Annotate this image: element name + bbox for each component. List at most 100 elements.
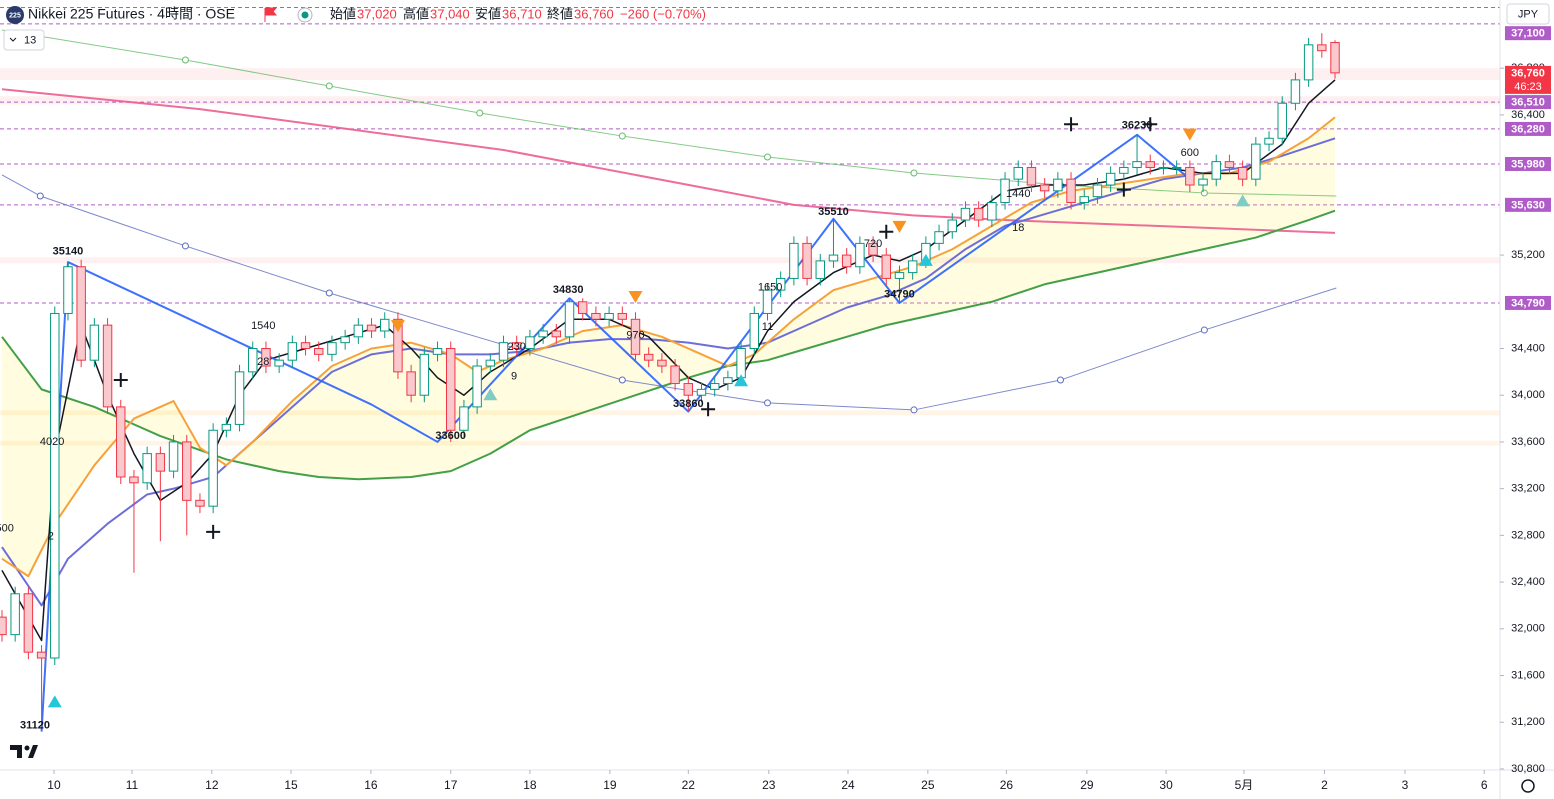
badge-box[interactable] [3, 29, 45, 51]
pivot-label: 31120 [20, 720, 50, 732]
candle-body [498, 342, 509, 361]
settings-icon[interactable] [1521, 779, 1535, 793]
candle-body [934, 231, 944, 244]
price-tag [1505, 295, 1551, 310]
cross-marker [1143, 117, 1158, 132]
symbol-logo [6, 6, 24, 24]
pivot-label: 500 [0, 522, 14, 534]
candle-body [617, 312, 628, 320]
candle-body [432, 348, 443, 355]
price-tag-label: 36,280 [1511, 123, 1545, 135]
badge-count[interactable]: 13 [24, 34, 36, 46]
candle-body [116, 406, 126, 478]
indicator-point [325, 289, 333, 297]
candle-body [0, 616, 7, 636]
symbol-title[interactable]: Nikkei 225 Futures · 4時間 · OSE [28, 6, 235, 22]
price-tag-label: 35,980 [1511, 158, 1545, 170]
candle-body [1251, 143, 1261, 180]
buy-marker [1235, 194, 1250, 207]
price-tag-label: 37,100 [1511, 28, 1545, 40]
x-tick-label: 30 [1159, 778, 1173, 792]
currency-box[interactable]: JPY [1506, 3, 1550, 25]
y-tick-label: 35,200 [1511, 249, 1545, 261]
candle-body [736, 348, 746, 379]
candle-body [1198, 178, 1208, 186]
logo-part [28, 745, 38, 758]
candle-body [696, 388, 707, 396]
candle-body [36, 651, 47, 659]
x-tick-label: 16 [364, 778, 378, 792]
eye-icon[interactable] [297, 7, 313, 23]
currency-label[interactable]: JPY [1518, 8, 1539, 20]
price-zone [0, 257, 1500, 264]
x-tick-label: 19 [603, 778, 617, 792]
high-value: 37,040 [430, 6, 470, 21]
candle-body [419, 353, 430, 396]
pivot-label: 11 [762, 321, 773, 333]
candle-body [1290, 79, 1301, 104]
x-tick-label: 3 [1402, 778, 1409, 792]
indicator-point [618, 132, 626, 140]
high-label: 高値 [403, 6, 429, 21]
chevron-icon[interactable] [9, 37, 17, 42]
pivot-label: 34790 [884, 289, 915, 301]
candle-body [10, 593, 20, 636]
indicator-badge[interactable]: 13 [3, 29, 45, 51]
candle-body [868, 242, 878, 256]
indicator-point [1056, 376, 1064, 384]
price-zone [0, 410, 1500, 416]
x-tick-label: 12 [205, 778, 219, 792]
indicator-point [1200, 189, 1208, 197]
candle-body [604, 312, 614, 320]
flag-icon[interactable] [264, 7, 278, 22]
price-zone [0, 440, 1500, 446]
candle-body [564, 301, 575, 338]
y-tick-label: 31,200 [1511, 716, 1545, 728]
price-tag [1505, 121, 1551, 136]
x-tick-label: 2 [1321, 778, 1328, 792]
candle-body [1026, 166, 1037, 186]
x-tick-label: 10 [47, 778, 61, 792]
cross-marker [701, 402, 716, 417]
y-tick-label: 33,600 [1511, 436, 1545, 448]
indicator-line [1, 88, 1336, 234]
candle-body [1158, 166, 1169, 169]
x-tick-label: 17 [444, 778, 458, 792]
candle-body [525, 336, 535, 350]
candle-body [221, 423, 232, 431]
candle-body [1317, 44, 1327, 52]
y-tick-label: 31,600 [1511, 669, 1545, 681]
logo-part [24, 745, 30, 751]
buy-marker [734, 374, 749, 387]
candle-body [261, 348, 271, 367]
candle-body [472, 365, 482, 408]
sell-marker [1182, 128, 1197, 141]
candle-body [960, 207, 971, 221]
candle-body [511, 342, 522, 350]
x-tick-label: 26 [1000, 778, 1014, 792]
candle-body [1092, 184, 1103, 198]
currency-frame[interactable] [1506, 3, 1550, 25]
low-label: 安値 [475, 6, 501, 21]
indicator-point [181, 242, 189, 250]
candle-body [538, 330, 548, 338]
x-tick-label: 15 [284, 778, 298, 792]
pivot-label: 230 [508, 341, 526, 353]
candle-body [643, 353, 654, 361]
candle-body [327, 342, 337, 355]
candle-body [815, 260, 826, 279]
candle-body [340, 336, 350, 344]
candle-body [366, 324, 377, 332]
price-tag [1505, 95, 1551, 110]
candle-body [393, 318, 403, 373]
candle-body [50, 312, 60, 659]
change-value: −260 (−0.70%) [620, 6, 706, 21]
x-tick-label: 25 [921, 778, 935, 792]
candle-body [762, 289, 773, 314]
candle-body [1264, 137, 1274, 145]
candle-body [76, 266, 86, 361]
price-zone [0, 68, 1500, 80]
candle-body [802, 242, 812, 279]
x-tick-label: 24 [841, 778, 855, 792]
